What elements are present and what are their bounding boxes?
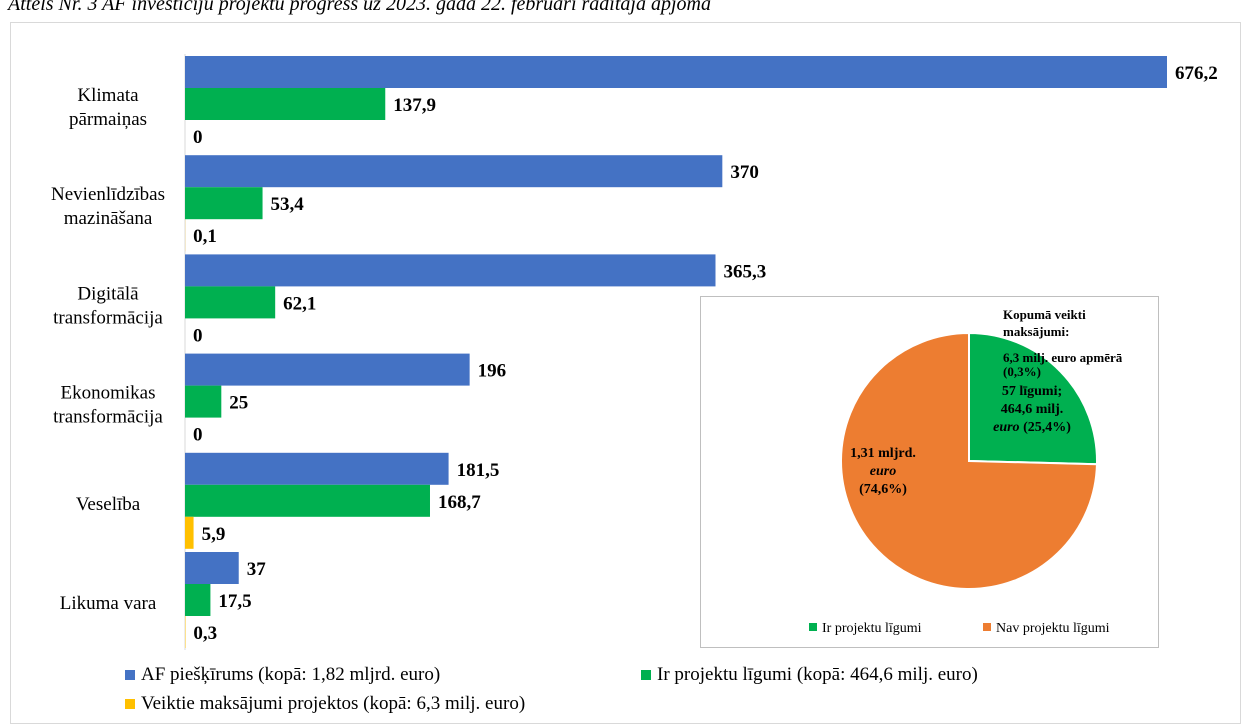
legend-label: AF piešķīrums (kopā: 1,82 mljrd. euro) [141, 664, 441, 685]
data-label: 0 [193, 325, 203, 346]
pie-chart: 57 līgumi; 464,6 milj. euro (25,4%) 1,31 ml… [809, 307, 1123, 636]
pie-payments-note-line: maksājumi: [1003, 324, 1069, 339]
bar [185, 187, 263, 220]
bar [185, 385, 222, 418]
data-label: 370 [730, 162, 759, 183]
pie-slice-label-line: 1,31 mljrd. [850, 446, 916, 461]
data-label: 365,3 [724, 261, 767, 282]
data-label: 196 [478, 361, 507, 382]
category-label-line: mazināšana [64, 208, 153, 229]
pie-slice [968, 331, 1098, 466]
bar [185, 353, 470, 386]
legend-swatch [125, 670, 135, 680]
pie-slice-label-line: euro (25,4%) [993, 420, 1071, 435]
pie-legend-label: Ir projektu līgumi [822, 621, 922, 636]
data-label: 676,2 [1175, 63, 1218, 84]
legend-label: Veiktie maksājumi projektos (kopā: 6,3 m… [141, 693, 526, 714]
data-label: 0,3 [193, 623, 217, 644]
data-label: 137,9 [393, 95, 436, 116]
data-label: 0 [193, 127, 203, 148]
legend-item-allocation: AF piešķīrums (kopā: 1,82 mljrd. euro) [125, 664, 440, 686]
bar [185, 88, 386, 120]
data-label: 181,5 [457, 460, 500, 481]
data-label: 0,1 [193, 226, 217, 247]
category-label: Ekonomikas transformācija [53, 383, 163, 428]
data-label: 5,9 [202, 524, 226, 545]
data-label: 25 [229, 393, 248, 414]
category-label-line: transformācija [53, 407, 163, 428]
pie-legend-swatch [983, 623, 991, 631]
legend-swatch [641, 670, 651, 680]
chart-area [10, 22, 1241, 724]
pie-slice [840, 331, 1098, 590]
pie-chart-panel: 57 līgumi; 464,6 milj. euro (25,4%) 1,31 ml… [700, 296, 1159, 648]
legend-item-contracts: Ir projektu līgumi (kopā: 464,6 milj. eu… [641, 664, 978, 686]
category-label: Nevienlīdzības mazināšana [51, 184, 165, 229]
category-label-line: Likuma vara [60, 593, 157, 614]
legend-item-payments: Veiktie maksājumi projektos (kopā: 6,3 m… [125, 693, 525, 715]
data-label: 0 [193, 425, 203, 446]
category-label-line: Digitālā [77, 283, 139, 304]
pie-slice-label-line: euro [870, 464, 896, 479]
category-label-line: Nevienlīdzības [51, 184, 165, 205]
data-label: 53,4 [271, 194, 305, 215]
pie-slice-label-line: 464,6 milj. [1001, 402, 1064, 417]
pie-slice-label-line: (74,6%) [859, 482, 907, 497]
pie-legend-swatch [809, 623, 817, 631]
bar [185, 155, 723, 188]
bar [185, 552, 239, 584]
category-label: Likuma vara [60, 593, 157, 614]
bar [185, 286, 276, 319]
pie-payments-note-line: Kopumā veikti [1003, 307, 1086, 322]
pie-slice-label-line: 57 līgumi; [1002, 384, 1062, 399]
category-label-line: transformācija [53, 307, 163, 328]
data-label: 37 [247, 559, 266, 580]
bar [185, 452, 449, 485]
category-label: Digitālā transformācija [53, 283, 163, 328]
data-label: 17,5 [218, 591, 251, 612]
pie-slice-label-rest: (25,4%) [1023, 420, 1071, 435]
pie-slice-label: 57 līgumi; 464,6 milj. euro (25,4%) [993, 384, 1071, 435]
category-label: Veselība [76, 494, 141, 515]
bar [185, 516, 194, 549]
category-label-line: Ekonomikas [61, 383, 156, 404]
bar [185, 254, 716, 287]
pie-payments-note: Kopumā veikti maksājumi: 6,3 milj. euro ap… [1003, 307, 1123, 379]
legend-swatch [125, 699, 135, 709]
chart-caption: Attēls Nr. 3 AF investīciju projektu pro… [8, 0, 711, 15]
bar [185, 56, 1167, 88]
category-label: Klimata pārmaiņas [69, 85, 147, 130]
category-label-line: Klimata [77, 85, 139, 106]
data-label: 62,1 [283, 293, 316, 314]
pie-slice-label: 1,31 mljrd. euro (74,6%) [850, 446, 916, 497]
data-label: 168,7 [438, 492, 481, 513]
category-label-line: Veselība [76, 494, 141, 515]
bar [185, 484, 430, 517]
bar [185, 584, 211, 616]
pie-legend-label: Nav projektu līgumi [996, 621, 1110, 636]
legend-label: Ir projektu līgumi (kopā: 464,6 milj. eu… [657, 664, 978, 685]
pie-slice-label-italic: euro [993, 420, 1023, 435]
pie-payments-note-line: (0,3%) [1003, 364, 1041, 379]
pie-payments-note-line: 6,3 milj. euro apmērā [1003, 350, 1123, 365]
category-label-line: pārmaiņas [69, 109, 147, 130]
